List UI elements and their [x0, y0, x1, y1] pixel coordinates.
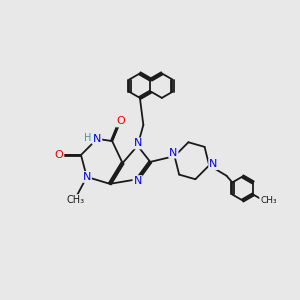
Text: N: N [134, 138, 142, 148]
Text: H: H [84, 133, 92, 142]
Text: N: N [134, 176, 142, 186]
Text: CH₃: CH₃ [260, 196, 277, 205]
Text: O: O [116, 116, 125, 127]
Text: N: N [209, 159, 218, 169]
Text: N: N [169, 148, 178, 158]
Text: N: N [82, 172, 91, 182]
Text: O: O [55, 150, 63, 160]
Text: CH₃: CH₃ [66, 195, 84, 205]
Text: N: N [93, 134, 101, 144]
